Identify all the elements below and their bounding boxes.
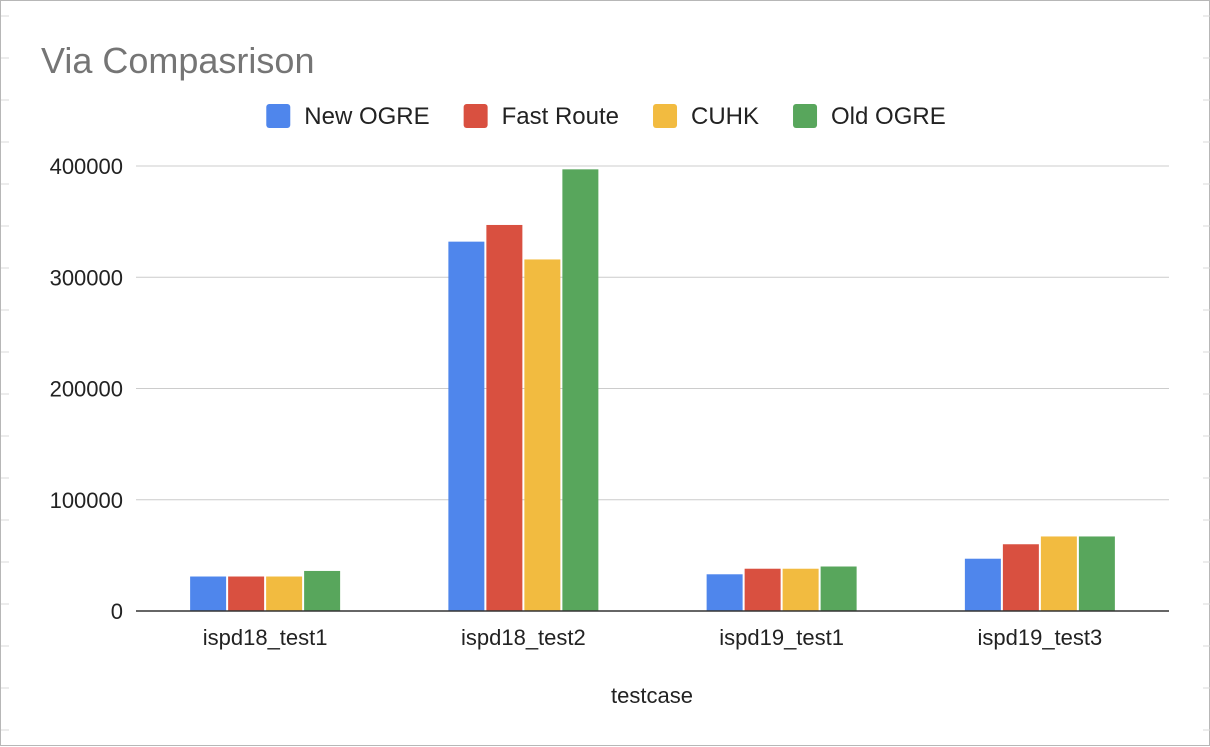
- legend-item-new-ogre[interactable]: New OGRE: [266, 103, 430, 130]
- legend[interactable]: New OGRE Fast Route CUHK Old OGRE: [266, 103, 946, 130]
- x-tick-label: ispd19_test3: [977, 625, 1102, 650]
- y-tick-label: 100000: [50, 488, 123, 513]
- bar-fast-route-ispd18-test1[interactable]: Fast Route: 31000: [228, 576, 265, 611]
- legend-label: Fast Route: [502, 103, 619, 130]
- bar-new-ogre-ispd18-test2[interactable]: New OGRE: 332000: [448, 241, 485, 611]
- x-tick-label: ispd18_test2: [461, 625, 586, 650]
- y-tick-label: 0: [111, 599, 123, 624]
- bar-fast-route-ispd19-test3[interactable]: Fast Route: 60000: [1002, 544, 1039, 611]
- bar-fast-route-ispd18-test2[interactable]: Fast Route: 347000: [486, 224, 523, 611]
- y-tick-label: 200000: [50, 377, 123, 402]
- legend-label: CUHK: [691, 103, 759, 130]
- x-tick-label: ispd18_test1: [203, 625, 328, 650]
- legend-item-fast-route[interactable]: Fast Route: [463, 103, 619, 130]
- bar-cuhk-ispd19-test1[interactable]: CUHK: 38000: [782, 568, 819, 611]
- x-tick-label: ispd19_test1: [719, 625, 844, 650]
- bar-old-ogre-ispd18-test1[interactable]: Old OGRE: 36000: [304, 570, 341, 611]
- legend-swatch: [463, 104, 488, 128]
- bars[interactable]: New OGRE: 31000Fast Route: 31000CUHK: 31…: [190, 169, 1115, 611]
- x-axis-label: testcase: [611, 683, 693, 708]
- legend-label: New OGRE: [304, 103, 429, 130]
- x-axis-ticks: ispd18_test1 ispd18_test2 ispd19_test1 ispd…: [203, 625, 1103, 650]
- legend-item-old-ogre[interactable]: Old OGRE: [793, 103, 946, 130]
- legend-swatch: [793, 104, 818, 128]
- y-tick-label: 400000: [50, 154, 123, 179]
- bar-cuhk-ispd19-test3[interactable]: CUHK: 67000: [1040, 536, 1077, 611]
- legend-label: Old OGRE: [831, 103, 946, 130]
- legend-swatch: [266, 104, 291, 128]
- bar-new-ogre-ispd19-test1[interactable]: New OGRE: 33000: [706, 574, 743, 611]
- y-axis-ticks: 0 100000 200000 300000 400000: [50, 154, 123, 624]
- bar-fast-route-ispd19-test1[interactable]: Fast Route: 38000: [744, 568, 781, 611]
- legend-item-cuhk[interactable]: CUHK: [653, 103, 759, 130]
- bar-cuhk-ispd18-test2[interactable]: CUHK: 316000: [524, 259, 561, 611]
- bar-old-ogre-ispd19-test3[interactable]: Old OGRE: 67000: [1078, 536, 1115, 611]
- chart-title: Via Compasrison: [41, 40, 314, 81]
- gridlines: [136, 165, 1169, 501]
- bar-new-ogre-ispd18-test1[interactable]: New OGRE: 31000: [190, 576, 227, 611]
- bar-new-ogre-ispd19-test3[interactable]: New OGRE: 47000: [964, 558, 1001, 611]
- bar-old-ogre-ispd18-test2[interactable]: Old OGRE: 397000: [562, 169, 599, 611]
- legend-swatch: [653, 104, 678, 128]
- bar-cuhk-ispd18-test1[interactable]: CUHK: 31000: [266, 576, 303, 611]
- y-tick-label: 300000: [50, 265, 123, 290]
- bar-old-ogre-ispd19-test1[interactable]: Old OGRE: 40000: [820, 566, 857, 612]
